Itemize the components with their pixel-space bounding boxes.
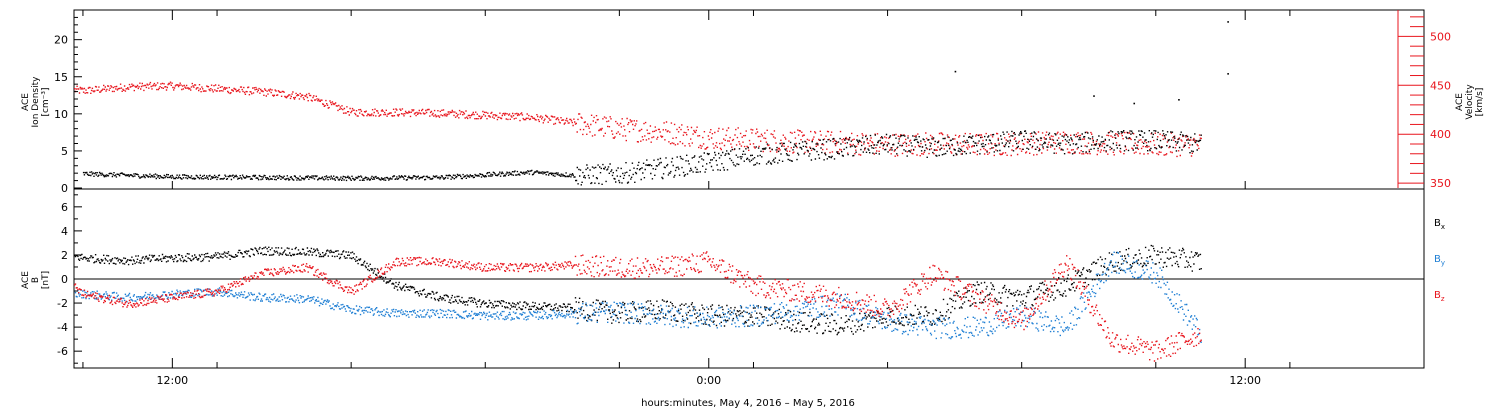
top-left-tick-label: 20 xyxy=(54,34,68,47)
top-right-tick-label: 500 xyxy=(1430,30,1451,43)
legend-by: By xyxy=(1434,254,1445,267)
top-right-axis-label-line: [km/s] xyxy=(1475,88,1485,117)
top-right-tick-label: 450 xyxy=(1430,79,1451,92)
legend: Bx By Bz xyxy=(1434,218,1445,303)
series-by xyxy=(74,251,1202,343)
bottom-left-tick-label: -2 xyxy=(57,297,68,310)
top-left-tick-label: 10 xyxy=(54,108,68,121)
density-outlier-point xyxy=(1227,73,1229,75)
x-axis-label: hours:minutes, May 4, 2016 – May 5, 2016 xyxy=(641,398,855,409)
x-tick-label: 0:00 xyxy=(696,374,721,387)
bottom-left-tick-label: 4 xyxy=(61,225,68,238)
top-right-axis-label-line: Velocity xyxy=(1465,84,1475,120)
density-outlier-point xyxy=(1227,21,1229,23)
bottom-panel-marks xyxy=(74,244,1202,362)
top-left-axis-label-line: Ion Density xyxy=(31,76,41,128)
x-tick-label: 12:00 xyxy=(1229,374,1261,387)
density-outlier-point xyxy=(1093,95,1095,97)
top-left-tick-label: 5 xyxy=(61,145,68,158)
density-outlier-point xyxy=(954,70,957,73)
panel-frames xyxy=(73,9,1425,369)
axis-labels: ACE Ion Density [cm⁻³] ACE Velocity [km/s]ACE… xyxy=(21,76,1485,289)
bottom-left-axis-label: ACE B [nT] xyxy=(21,271,51,289)
top-left-axis-label-line: ACE xyxy=(21,93,31,111)
bottom-left-tick-label: 6 xyxy=(61,201,68,214)
legend-bz: Bz xyxy=(1434,290,1445,303)
x-tick-label: 12:00 xyxy=(156,374,188,387)
series-bx xyxy=(74,244,1202,336)
top-panel-marks xyxy=(74,21,1229,186)
density-outlier-point xyxy=(1178,99,1180,101)
top-left-tick-label: 15 xyxy=(54,71,68,84)
bottom-left-tick-label: -6 xyxy=(57,345,68,358)
bottom-left-tick-label: 0 xyxy=(61,273,68,286)
top-right-tick-label: 400 xyxy=(1430,128,1451,141)
top-left-axis-label: ACE Ion Density [cm⁻³] xyxy=(21,76,51,128)
top-right-tick-label: 350 xyxy=(1430,177,1451,190)
density-outlier-point xyxy=(1133,102,1136,105)
bottom-left-tick-label: 2 xyxy=(61,249,68,262)
density-series xyxy=(82,130,1202,186)
bottom-left-axis-label-line: [nT] xyxy=(41,271,51,289)
axes: 0 5 10 15 20 350 400 450 500 -6 -4 -2 0 2 4 6 12:00 0:00 1… xyxy=(54,9,1451,387)
bottom-left-axis-label-line: ACE xyxy=(21,271,31,289)
legend-bx: Bx xyxy=(1434,218,1445,231)
top-right-axis-label: ACE Velocity [km/s] xyxy=(1455,84,1485,120)
bottom-left-tick-label: -4 xyxy=(57,321,68,334)
top-right-axis-label-line: ACE xyxy=(1455,93,1465,111)
bottom-left-axis-label-line: B xyxy=(31,277,41,283)
top-left-axis-label-line: [cm⁻³] xyxy=(41,87,51,116)
velocity-series xyxy=(74,81,1202,158)
series-bz xyxy=(74,251,1202,362)
top-left-tick-label: 0 xyxy=(61,182,68,195)
